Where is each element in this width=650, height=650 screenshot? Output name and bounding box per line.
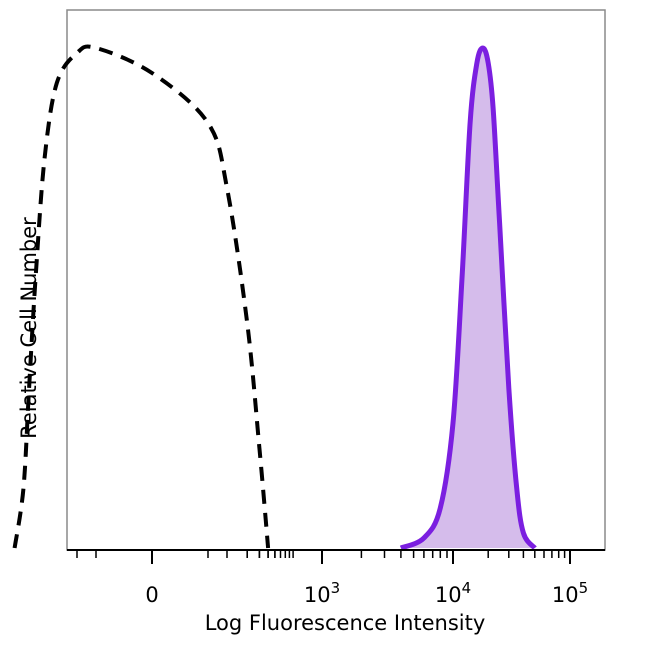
series-0-line — [12, 44, 271, 549]
chart-marks — [12, 44, 537, 551]
y-axis-label: Relative Cell Number — [17, 217, 41, 439]
x-tick-label-1e5: 105 — [552, 579, 588, 607]
series-1-line — [399, 45, 537, 551]
plot-frame — [66, 9, 606, 551]
x-tick-label-1e3: 103 — [304, 579, 340, 607]
x-axis-minor-ticks — [76, 550, 571, 564]
series-1-area — [400, 48, 535, 548]
x-tick-label-0: 0 — [145, 583, 158, 607]
x-tick-labels: 0 103 104 105 — [145, 579, 588, 607]
x-tick-label-1e4: 104 — [435, 579, 471, 607]
x-axis-label: Log Fluorescence Intensity — [205, 611, 486, 635]
